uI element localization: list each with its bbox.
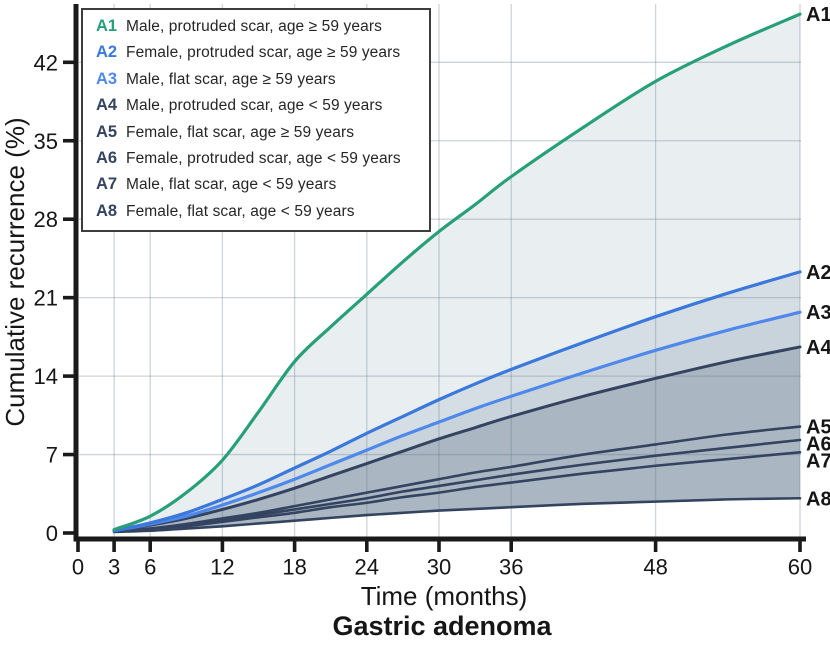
x-tick-6 [148, 541, 152, 552]
legend-code: A8 [96, 201, 118, 220]
series-A1-curve [112, 12, 802, 532]
x-axis-spine [73, 536, 806, 542]
x-tick-label-6: 6 [144, 555, 156, 580]
y-tick-14 [63, 374, 74, 378]
x-tick-3 [112, 541, 116, 552]
curve-label-A8: A8 [806, 488, 830, 510]
y-tick-label-28: 28 [34, 207, 58, 232]
curve-label-A2: A2 [806, 262, 830, 284]
legend-code: A7 [96, 175, 118, 194]
legend-item-A8: A8 Female, flat scar, age < 59 years [96, 202, 429, 228]
y-tick-21 [63, 295, 74, 300]
axes [63, 4, 806, 552]
x-tick-24 [365, 541, 369, 552]
x-tick-12 [220, 541, 225, 552]
legend-description: Female, flat scar, age ≥ 59 years [126, 123, 355, 141]
x-axis-label: Time (months) [361, 581, 528, 611]
x-tick-0 [76, 541, 80, 552]
legend-description: Male, protruded scar, age < 59 years [126, 97, 383, 115]
legend-description: Male, flat scar, age < 59 years [126, 176, 337, 194]
series-A2-curve [112, 270, 802, 533]
band-A4-A8 [114, 346, 801, 532]
series-A3-curve [112, 310, 802, 533]
curve-label-A1: A1 [806, 4, 830, 26]
x-tick-36 [509, 541, 513, 552]
shaded-bands [114, 14, 801, 532]
curve-label-A7: A7 [806, 451, 830, 473]
curve-label-A5: A5 [806, 417, 830, 439]
legend-item-A5: A5 Female, flat scar, age ≥ 59 years [96, 123, 429, 149]
y-axis-spine [73, 4, 79, 542]
y-tick-label-35: 35 [34, 129, 58, 154]
curve-label-A4: A4 [806, 337, 830, 359]
legend-code: A5 [96, 122, 118, 141]
legend-item-A2: A2 Female, protruded scar, age ≥ 59 years [96, 43, 429, 69]
survival-curves [112, 12, 802, 534]
y-tick-7 [63, 452, 74, 457]
y-tick-label-7: 7 [46, 443, 58, 468]
legend-item-A3: A3 Male, flat scar, age ≥ 59 years [96, 70, 429, 96]
series-A8-curve [112, 496, 802, 534]
curve-label-A3: A3 [806, 302, 830, 324]
legend-description: Male, protruded scar, age ≥ 59 years [126, 18, 382, 35]
legend-item-A6: A6 Female, protruded scar, age < 59 years [96, 149, 429, 175]
y-tick-label-21: 21 [34, 286, 58, 311]
x-tick-18 [292, 541, 297, 552]
legend-description: Female, protruded scar, age ≥ 59 years [126, 44, 401, 62]
y-tick-28 [63, 217, 74, 222]
y-tick-42 [63, 60, 74, 65]
legend-code: A3 [96, 69, 118, 88]
x-tick-label-3: 3 [108, 555, 120, 580]
legend-description: Female, flat scar, age < 59 years [126, 202, 355, 220]
series-A6-curve [112, 438, 802, 534]
band-A3-A4 [114, 312, 801, 531]
legend-box: A1 Male, protruded scar, age ≥ 59 years A2… [81, 8, 431, 232]
x-tick-60 [798, 541, 802, 552]
x-tick-label-48: 48 [643, 555, 667, 580]
curve-label-A6: A6 [806, 434, 830, 456]
legend-item-A4: A4 Male, protruded scar, age < 59 years [96, 96, 429, 122]
band-A1-A2 [114, 14, 801, 531]
legend-description: Female, protruded scar, age < 59 years [126, 149, 401, 167]
legend-code: A6 [96, 148, 118, 167]
y-axis-label: Cumulative recurrence (%) [0, 117, 30, 426]
x-tick-label-0: 0 [72, 555, 84, 580]
y-tick-0 [63, 531, 74, 535]
series-A4-curve [112, 345, 802, 533]
x-tick-label-60: 60 [788, 555, 812, 580]
y-tick-label-14: 14 [34, 364, 58, 389]
x-tick-label-12: 12 [210, 555, 234, 580]
x-tick-label-36: 36 [499, 555, 523, 580]
band-A2-A3 [114, 271, 801, 531]
series-A5-curve [112, 425, 802, 534]
y-tick-label-42: 42 [34, 50, 58, 75]
x-tick-30 [437, 541, 441, 552]
x-tick-label-18: 18 [282, 555, 306, 580]
legend-code: A1 [96, 17, 118, 35]
legend-code: A2 [96, 43, 118, 62]
legend-item-A7: A7 Male, flat scar, age < 59 years [96, 175, 429, 201]
chart-title: Gastric adenoma [332, 611, 552, 641]
legend-code: A4 [96, 96, 118, 115]
x-tick-label-24: 24 [355, 555, 379, 580]
legend-item-A1: A1 Male, protruded scar, age ≥ 59 years [96, 17, 429, 43]
x-tick-label-30: 30 [427, 555, 451, 580]
y-tick-label-0: 0 [46, 521, 58, 546]
legend-description: Male, flat scar, age ≥ 59 years [126, 70, 336, 88]
x-tick-48 [653, 541, 658, 552]
y-tick-35 [63, 138, 74, 143]
